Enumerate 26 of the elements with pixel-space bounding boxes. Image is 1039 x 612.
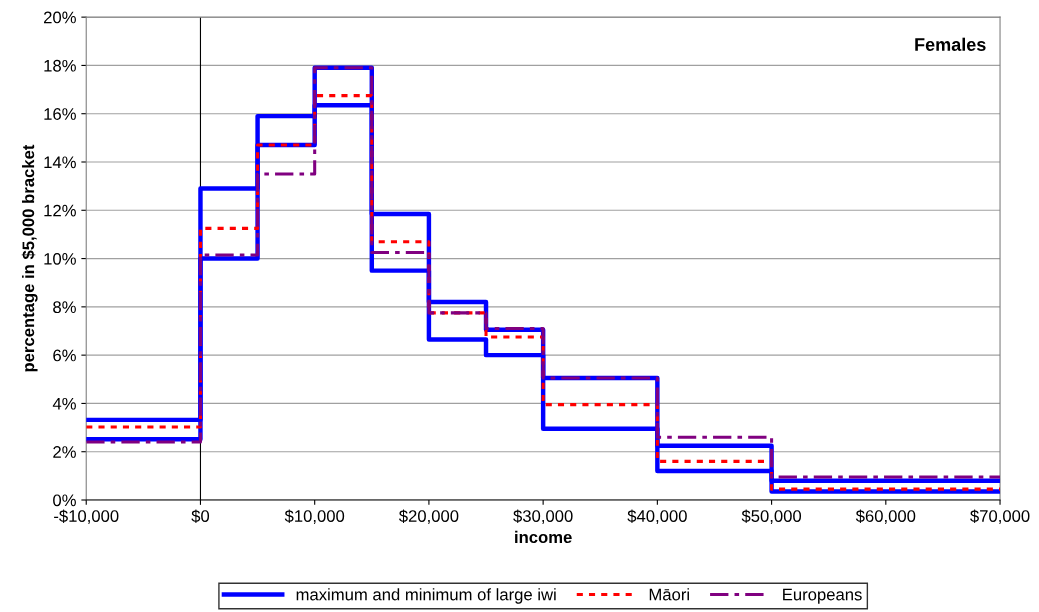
y-tick-label: 20%: [44, 11, 76, 24]
legend-label: Māori: [649, 588, 689, 601]
legend-label: Europeans: [783, 588, 862, 604]
x-tick-label: $50,000: [741, 509, 802, 524]
y-tick-label: 6%: [53, 349, 76, 362]
x-tick-label: $10,000: [284, 509, 345, 524]
y-axis-title: percentage in $5,000 bracket: [21, 144, 38, 372]
y-tick-label: 12%: [44, 204, 76, 217]
x-tick-label: $30,000: [513, 509, 573, 524]
y-tick-label: 16%: [44, 108, 76, 120]
x-tick-label: $0: [191, 509, 210, 523]
x-axis-title: income: [515, 530, 572, 544]
x-tick-label: $20,000: [398, 509, 459, 524]
y-tick-label: 8%: [53, 301, 76, 314]
x-tick-label: $40,000: [627, 509, 687, 524]
y-tick-label: 4%: [52, 397, 76, 410]
legend-label: maximum and minimum of large iwi: [296, 588, 556, 604]
x-tick-label: $70,000: [970, 509, 1030, 524]
y-tick-label: 2%: [53, 446, 76, 458]
y-tick-label: 10%: [44, 252, 76, 265]
y-tick-label: 14%: [44, 156, 76, 169]
y-tick-label: 18%: [44, 59, 76, 72]
x-tick-label: -$10,000: [54, 509, 119, 524]
x-tick-label: $60,000: [855, 509, 916, 524]
annotation: Females: [915, 37, 986, 51]
y-tick-label: 0%: [53, 494, 76, 507]
